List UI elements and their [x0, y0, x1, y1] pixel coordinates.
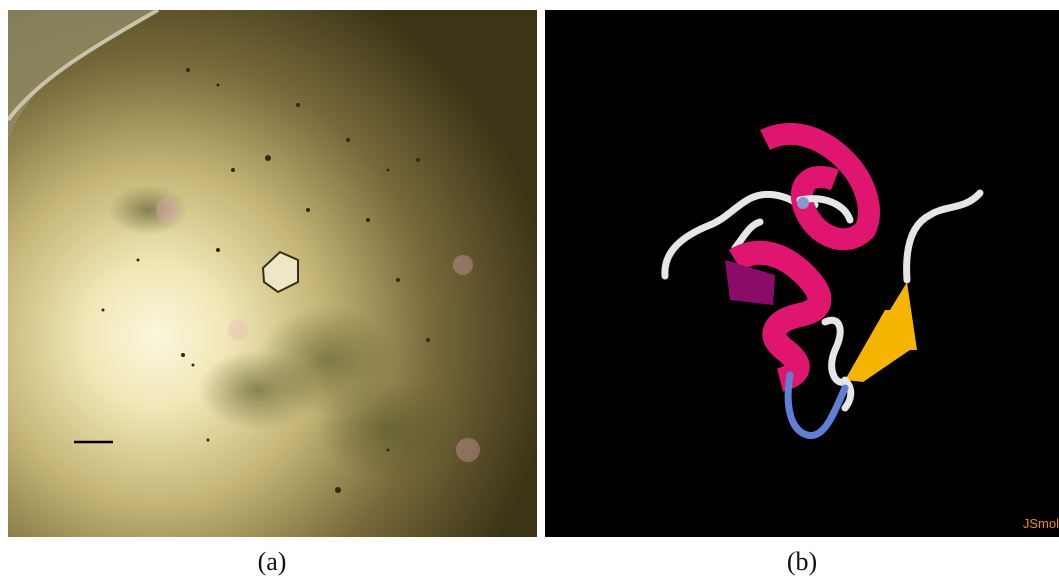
coil-right: [903, 189, 984, 284]
caption-b: (b): [786, 547, 818, 576]
crystal-micrograph: [8, 10, 537, 537]
protein-ribbon-render: JSmol: [545, 10, 1059, 537]
loop-blue: [784, 371, 849, 439]
helix-top: [760, 122, 880, 251]
helix-dark-segment: [725, 260, 775, 305]
helix-middle: [728, 240, 832, 392]
caption-a: (a): [257, 547, 287, 576]
jsmol-watermark: JSmol: [1022, 516, 1059, 531]
beta-strand: [845, 282, 917, 382]
atom-sphere: [797, 197, 809, 209]
